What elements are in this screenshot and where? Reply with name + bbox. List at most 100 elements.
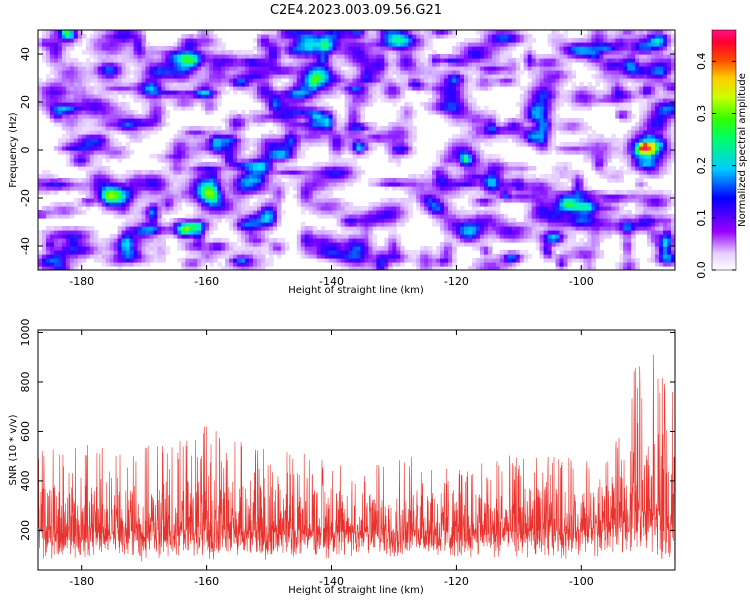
- heatmap-cell: [328, 254, 334, 259]
- heatmap-cell: [288, 86, 294, 91]
- heatmap-cell: [97, 258, 103, 263]
- heatmap-cell: [197, 194, 202, 199]
- heatmap-cell: [197, 170, 202, 175]
- heatmap-cell: [81, 90, 87, 95]
- heatmap-cell: [233, 142, 238, 147]
- heatmap-cell: [272, 34, 278, 39]
- heatmap-cell: [57, 214, 63, 219]
- heatmap-cell: [165, 250, 170, 255]
- heatmap-cell: [209, 258, 214, 263]
- heatmap-cell: [201, 214, 206, 219]
- heatmap-cell: [145, 50, 151, 55]
- heatmap-cell: [264, 94, 270, 99]
- heatmap-cell: [101, 82, 107, 87]
- heatmap-cell: [65, 210, 71, 215]
- heatmap-cell: [141, 102, 147, 107]
- heatmap-cell: [177, 146, 182, 151]
- heatmap-cell: [257, 142, 262, 147]
- heatmap-cell: [364, 74, 370, 79]
- heatmap-cell: [61, 262, 67, 267]
- heatmap-cell: [181, 102, 186, 107]
- heatmap-cell: [448, 58, 453, 63]
- heatmap-cell: [300, 206, 306, 211]
- heatmap-cell: [284, 114, 290, 119]
- heatmap-cell: [93, 122, 99, 127]
- heatmap-cell: [440, 34, 445, 39]
- heatmap-cell: [225, 162, 230, 167]
- heatmap-cell: [177, 82, 182, 87]
- heatmap-cell: [233, 74, 238, 79]
- heatmap-cell: [161, 46, 166, 51]
- heatmap-cell: [137, 242, 143, 247]
- heatmap-cell: [49, 266, 55, 270]
- heatmap-cell: [276, 214, 282, 219]
- heatmap-cell: [424, 38, 429, 43]
- heatmap-cell: [249, 254, 254, 259]
- heatmap-cell: [133, 194, 139, 199]
- heatmap-cell: [145, 82, 151, 87]
- heatmap-cell: [241, 230, 246, 235]
- heatmap-cell: [241, 58, 246, 63]
- heatmap-cell: [125, 202, 131, 207]
- heatmap-cell: [316, 254, 322, 259]
- heatmap-cell: [105, 46, 111, 51]
- heatmap-cell: [73, 138, 79, 143]
- heatmap-cell: [109, 38, 115, 43]
- heatmap-cell: [193, 246, 198, 251]
- heatmap-cell: [420, 54, 425, 59]
- heatmap-cell: [109, 126, 115, 131]
- heatmap-cell: [241, 202, 246, 207]
- heatmap-cell: [280, 122, 286, 127]
- heatmap-cell: [288, 178, 294, 183]
- heatmap-cell: [113, 82, 119, 87]
- heatmap-cell: [213, 258, 218, 263]
- heatmap-cell: [173, 158, 178, 163]
- heatmap-cell: [89, 142, 95, 147]
- heatmap-cell: [93, 118, 99, 123]
- heatmap-cell: [193, 202, 198, 207]
- heatmap-cell: [193, 206, 198, 211]
- heatmap-cell: [440, 210, 445, 215]
- heatmap-cell: [137, 250, 143, 255]
- heatmap-cell: [444, 82, 449, 87]
- heatmap-cell: [109, 42, 115, 47]
- heatmap-cell: [109, 78, 115, 83]
- heatmap-cell: [436, 98, 441, 103]
- heatmap-cell: [205, 222, 210, 227]
- heatmap-cell: [237, 222, 242, 227]
- heatmap-cell: [284, 162, 290, 167]
- heatmap-cell: [125, 114, 131, 119]
- heatmap-cell: [185, 138, 190, 143]
- heatmap-cell: [245, 186, 250, 191]
- heatmap-cell: [292, 46, 298, 51]
- heatmap-cell: [404, 146, 409, 151]
- heatmap-cell: [46, 226, 51, 231]
- heatmap-cell: [93, 134, 99, 139]
- heatmap-cell: [440, 70, 445, 75]
- heatmap-cell: [225, 198, 230, 203]
- heatmap-cell: [193, 74, 198, 79]
- heatmap-cell: [328, 142, 334, 147]
- heatmap-cell: [328, 166, 334, 171]
- heatmap-cell: [384, 198, 389, 203]
- heatmap-cell: [436, 222, 441, 227]
- heatmap-cell: [272, 66, 278, 71]
- heatmap-cell: [328, 170, 334, 175]
- heatmap-cell: [38, 238, 43, 243]
- heatmap-cell: [173, 50, 178, 55]
- heatmap-cell: [452, 262, 457, 267]
- heatmap-cell: [201, 202, 206, 207]
- heatmap-cell: [261, 78, 266, 83]
- heatmap-cell: [424, 190, 429, 195]
- heatmap-cell: [272, 110, 278, 115]
- heatmap-cell: [448, 166, 453, 171]
- heatmap-cell: [201, 258, 206, 263]
- heatmap-cell: [57, 70, 63, 75]
- heatmap-cell: [237, 182, 242, 187]
- heatmap-cell: [272, 62, 278, 67]
- heatmap-cell: [428, 58, 433, 63]
- heatmap-cell: [268, 114, 274, 119]
- heatmap-cell: [332, 70, 338, 75]
- heatmap-cell: [121, 258, 127, 263]
